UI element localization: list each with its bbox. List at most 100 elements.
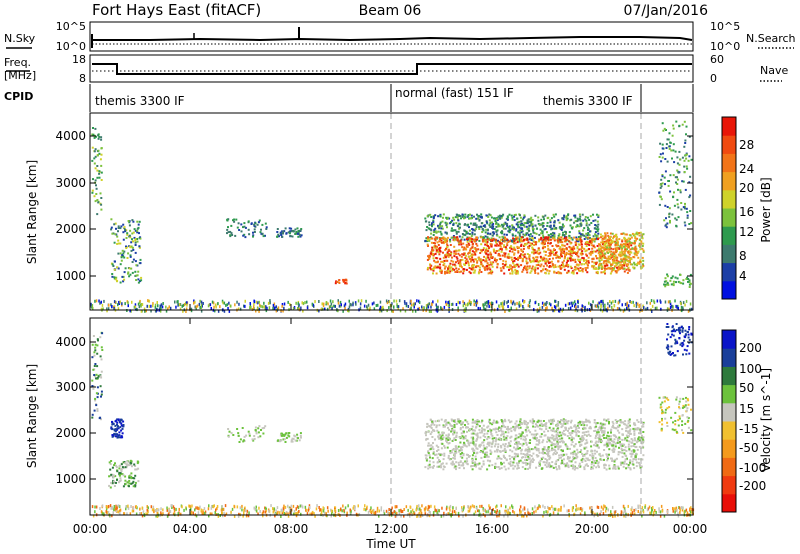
power-scatter-mark-2716 [593, 264, 596, 267]
power-scatter-mark-1382 [485, 214, 488, 217]
velocity-scatter-mark-882 [233, 505, 236, 509]
power-scatter-mark-1495 [446, 216, 449, 219]
velocity-scatter-mark-459 [331, 512, 333, 516]
power-scatter-mark-37 [93, 136, 96, 139]
power-scatter-mark-3359 [664, 183, 666, 186]
power-scatter-mark-152 [134, 229, 137, 232]
power-scatter-mark-1487 [594, 224, 597, 226]
power-scatter-mark-1766 [536, 252, 539, 255]
velocity-scatter-mark-135 [110, 460, 113, 462]
power-scatter-mark-642 [552, 309, 554, 313]
power-scatter-mark-914 [428, 309, 431, 313]
power-scatter-mark-486 [272, 307, 274, 310]
power-scatter-mark-2547 [531, 246, 534, 249]
power-scatter-mark-2761 [572, 271, 575, 273]
power-scatter-mark-39 [96, 213, 99, 216]
power-scatter-mark-3024 [439, 238, 442, 240]
power-scatter-mark-461 [95, 299, 98, 303]
power-scatter-mark-2824 [453, 245, 456, 248]
power-scatter-mark-398 [131, 300, 133, 304]
power-scatter-mark-1256 [461, 236, 464, 239]
power-scatter-mark-2630 [457, 268, 460, 271]
velocity-scatter-mark-17 [93, 365, 96, 367]
velocity-scatter-mark-206 [131, 482, 134, 485]
power-scatter-mark-3338 [634, 246, 637, 249]
power-scatter-mark-2531 [626, 271, 629, 274]
power-scatter-mark-2317 [488, 247, 490, 250]
power-scatter-mark-778 [495, 300, 498, 304]
power-scatter-mark-1679 [559, 226, 561, 229]
velocity-scatter-mark-45 [93, 375, 96, 378]
power-scatter-mark-3165 [622, 243, 625, 245]
velocity-scatter-mark-566 [105, 505, 108, 509]
velocity-scatter-mark-350 [330, 508, 332, 512]
power-scatter-mark-2009 [449, 270, 452, 273]
velocity-scatter-mark-1054 [663, 514, 666, 518]
power-scatter-mark-49 [100, 147, 103, 150]
power-scatter-mark-1346 [432, 219, 435, 222]
power-scatter-mark-622 [685, 299, 688, 303]
power-scatter-mark-2938 [612, 268, 615, 271]
velocity-scatter-mark-8 [94, 349, 97, 352]
power-scatter-mark-3167 [641, 256, 644, 259]
power-scatter-mark-317 [282, 232, 284, 235]
velocity-scatter-mark-444 [498, 509, 501, 513]
power-scatter-mark-57 [93, 157, 96, 160]
power-scatter-mark-2870 [622, 250, 625, 253]
velocity-scatter-mark-339 [353, 505, 355, 508]
power-scatter-mark-1842 [462, 272, 465, 275]
velocity-scatter-mark-1168 [608, 422, 610, 425]
velocity-scatter-mark-723 [610, 510, 612, 514]
power-scatter-mark-2701 [523, 244, 526, 247]
power-scatter-mark-1316 [529, 233, 532, 236]
power-scatter-mark-931 [687, 309, 690, 313]
power-scatter-mark-1790 [454, 264, 457, 267]
velocity-scatter-mark-634 [452, 506, 454, 510]
velocity-scatter-mark-34 [92, 335, 95, 337]
velocity-scatter-mark-1017 [145, 512, 147, 516]
power-scatter-mark-3044 [609, 241, 612, 244]
power-scatter-mark-3321 [623, 245, 625, 248]
power-scatter-mark-2242 [566, 271, 569, 274]
power-scatter-mark-1579 [471, 228, 474, 230]
velocity-scatter-mark-244 [252, 439, 255, 442]
power-scatter-mark-1251 [567, 213, 570, 216]
power-scatter-mark-1798 [548, 258, 551, 260]
velocity-scatter-mark-1058 [173, 507, 176, 511]
power-scatter-mark-2751 [463, 247, 466, 250]
power-scatter-mark-397 [564, 303, 567, 307]
velocity-scatter-mark-25 [92, 387, 95, 390]
power-scatter-mark-3277 [608, 246, 611, 249]
power-scatter-mark-2622 [628, 253, 631, 256]
velocity-scatter-mark-892 [672, 507, 674, 510]
power-scatter-mark-2028 [443, 262, 446, 265]
velocity-scatter-mark-1371 [591, 457, 594, 460]
power-scatter-mark-1360 [487, 232, 489, 235]
power-scatter-mark-1584 [588, 218, 591, 221]
power-scatter-mark-492 [597, 302, 599, 306]
power-scatter-mark-203 [128, 224, 131, 227]
power-scatter-mark-909 [276, 307, 279, 311]
power-scatter-mark-3232 [619, 255, 622, 258]
power-scatter-mark-3103 [641, 247, 644, 250]
power-scatter-mark-3207 [619, 245, 622, 248]
power-scatter-mark-2142 [493, 259, 496, 262]
power-scatter-mark-3443 [661, 175, 664, 178]
power-scatter-mark-3310 [608, 243, 611, 245]
velocity-scatter-mark-739 [590, 510, 592, 514]
power-scatter-mark-1394 [468, 229, 471, 232]
power-scatter-mark-515 [281, 303, 284, 306]
power-scatter-mark-2481 [447, 250, 450, 253]
power-scatter-mark-572 [334, 304, 336, 308]
power-scatter-mark-874 [534, 301, 536, 305]
velocity-scatter-mark-239 [228, 430, 231, 433]
velocity-scatter-mark-1039 [686, 511, 689, 515]
power-scatter-mark-354 [555, 304, 558, 308]
velocity-scatter-mark-53 [99, 355, 102, 358]
velocity-scatter-mark-71 [110, 426, 113, 429]
power-scatter-mark-2031 [446, 246, 449, 248]
velocity-scatter-mark-1327 [455, 468, 457, 471]
velocity-scatter-mark-538 [538, 504, 540, 508]
power-scatter-mark-476 [238, 302, 240, 306]
power-scatter-mark-2274 [509, 240, 511, 243]
